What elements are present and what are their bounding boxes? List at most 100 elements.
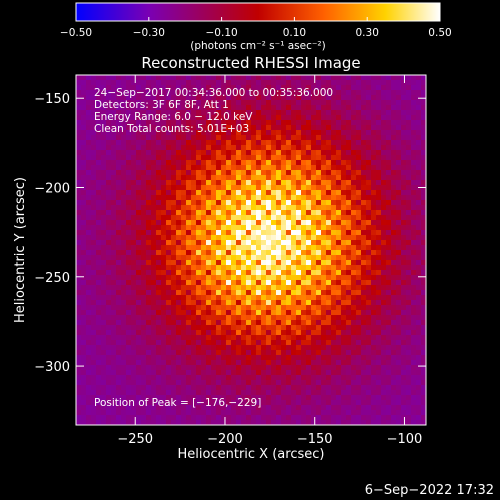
heatmap-cell	[266, 390, 272, 396]
heatmap-cell	[136, 410, 142, 416]
heatmap-cell	[326, 420, 332, 425]
heatmap-cell	[371, 130, 377, 136]
heatmap-cell	[326, 275, 332, 281]
heatmap-cell	[246, 115, 252, 121]
heatmap-cell	[286, 95, 292, 101]
heatmap-cell	[181, 305, 187, 311]
heatmap-cell	[206, 240, 212, 246]
heatmap-cell	[291, 270, 297, 276]
heatmap-cell	[296, 205, 302, 211]
heatmap-cell	[276, 85, 282, 91]
heatmap-cell	[411, 130, 417, 136]
heatmap-cell	[291, 125, 297, 131]
heatmap-cell	[371, 315, 377, 321]
heatmap-cell	[131, 285, 137, 291]
heatmap-cell	[101, 110, 107, 116]
heatmap-cell	[401, 140, 407, 146]
heatmap-cell	[186, 375, 192, 381]
heatmap-cell	[146, 380, 152, 386]
heatmap-cell	[86, 95, 92, 101]
heatmap-cell	[166, 420, 172, 425]
heatmap-cell	[146, 365, 152, 371]
heatmap-cell	[101, 285, 107, 291]
heatmap-cell	[101, 155, 107, 161]
heatmap-cell	[201, 115, 207, 121]
heatmap-cell	[346, 305, 352, 311]
heatmap-cell	[316, 85, 322, 91]
heatmap-cell	[156, 340, 162, 346]
heatmap-cell	[391, 410, 397, 416]
heatmap-cell	[191, 120, 197, 126]
heatmap-cell	[256, 275, 262, 281]
heatmap-cell	[386, 180, 392, 186]
colorbar-tick-label: −0.30	[133, 27, 165, 39]
heatmap-cell	[76, 275, 82, 281]
heatmap-cell	[316, 325, 322, 331]
heatmap-cell	[81, 275, 87, 281]
heatmap-cell	[381, 310, 387, 316]
heatmap-cell	[286, 260, 292, 266]
heatmap-cell	[86, 135, 92, 141]
heatmap-cell	[116, 340, 122, 346]
heatmap-cell	[261, 195, 267, 201]
heatmap-cell	[331, 270, 337, 276]
heatmap-cell	[151, 410, 157, 416]
heatmap-cell	[246, 165, 252, 171]
heatmap-cell	[111, 275, 117, 281]
heatmap-cell	[266, 210, 272, 216]
heatmap-cell	[271, 190, 277, 196]
heatmap-cell	[161, 225, 167, 231]
heatmap-cell	[311, 340, 317, 346]
heatmap-cell	[281, 220, 287, 226]
heatmap-cell	[201, 255, 207, 261]
heatmap-cell	[81, 165, 87, 171]
heatmap-cell	[401, 215, 407, 221]
heatmap-cell	[121, 135, 127, 141]
heatmap-cell	[206, 175, 212, 181]
heatmap-cell	[266, 285, 272, 291]
heatmap-cell	[151, 420, 157, 425]
heatmap-cell	[371, 320, 377, 326]
heatmap-cell	[176, 170, 182, 176]
heatmap-cell	[116, 145, 122, 151]
heatmap-cell	[201, 370, 207, 376]
heatmap-cell	[176, 290, 182, 296]
heatmap-cell	[256, 270, 262, 276]
heatmap-cell	[421, 330, 426, 336]
heatmap-cell	[101, 125, 107, 131]
y-tick-label: −150	[34, 92, 70, 107]
heatmap-cell	[361, 395, 367, 401]
heatmap-cell	[256, 225, 262, 231]
heatmap-cell	[416, 195, 422, 201]
heatmap-cell	[156, 115, 162, 121]
heatmap-cell	[136, 175, 142, 181]
heatmap-cell	[286, 250, 292, 256]
heatmap-cell	[336, 325, 342, 331]
heatmap-cell	[76, 335, 82, 341]
heatmap-cell	[336, 100, 342, 106]
heatmap-cell	[216, 420, 222, 425]
heatmap-cell	[111, 255, 117, 261]
heatmap-cell	[171, 190, 177, 196]
heatmap-cell	[391, 115, 397, 121]
heatmap-cell	[411, 290, 417, 296]
heatmap-cell	[241, 405, 247, 411]
heatmap-cell	[391, 255, 397, 261]
heatmap-cell	[311, 175, 317, 181]
heatmap-cell	[176, 165, 182, 171]
heatmap-cell	[141, 145, 147, 151]
heatmap-cell	[106, 320, 112, 326]
heatmap-cell	[236, 100, 242, 106]
heatmap-cell	[366, 310, 372, 316]
heatmap-cell	[286, 175, 292, 181]
heatmap-cell	[341, 185, 347, 191]
heatmap-cell	[91, 390, 97, 396]
heatmap-cell	[221, 280, 227, 286]
heatmap-cell	[106, 125, 112, 131]
heatmap-cell	[246, 325, 252, 331]
heatmap-cell	[321, 400, 327, 406]
heatmap-cell	[291, 160, 297, 166]
heatmap-cell	[76, 340, 82, 346]
heatmap-cell	[336, 140, 342, 146]
heatmap-cell	[201, 85, 207, 91]
